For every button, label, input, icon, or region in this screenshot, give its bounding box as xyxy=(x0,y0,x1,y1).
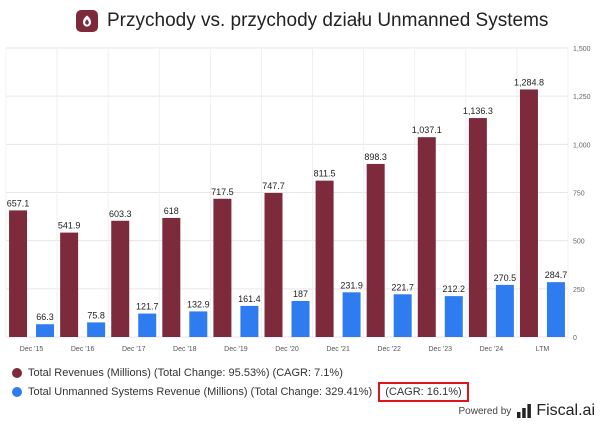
y-tick-label: 0 xyxy=(573,335,577,342)
y-tick-label: 500 xyxy=(573,239,585,246)
footer: Powered by Fiscal.ai xyxy=(459,402,596,420)
unmanned-revenue-data-label: 66.3 xyxy=(36,312,54,322)
x-tick-label: LTM xyxy=(536,346,550,353)
x-tick-label: Dec '21 xyxy=(326,346,350,353)
unmanned-revenue-bar xyxy=(393,294,412,337)
total-revenue-bar xyxy=(468,118,487,337)
x-tick-label: Dec '19 xyxy=(224,346,248,353)
x-tick-label: Dec '22 xyxy=(377,346,401,353)
company-logo-icon xyxy=(76,10,98,32)
brand-name[interactable]: Fiscal.ai xyxy=(536,402,595,419)
y-tick-label: 250 xyxy=(573,287,585,294)
unmanned-revenue-bar xyxy=(495,284,514,337)
chart-title: Przychody vs. przychody działu Unmanned … xyxy=(107,10,549,31)
y-tick-label: 1,500 xyxy=(573,46,591,53)
total-revenue-bar xyxy=(162,217,181,337)
x-tick-label: Dec '24 xyxy=(480,346,504,353)
total-revenue-data-label: 657.1 xyxy=(7,198,30,208)
unmanned-revenue-bar xyxy=(36,324,55,337)
x-tick-label: Dec '16 xyxy=(71,346,95,353)
total-revenue-bar xyxy=(264,192,283,337)
unmanned-revenue-bar xyxy=(291,300,310,337)
x-tick-label: Dec '20 xyxy=(275,346,299,353)
legend: Total Revenues (Millions) (Total Change:… xyxy=(12,363,469,402)
total-revenue-bar xyxy=(315,180,334,337)
unmanned-revenue-bar xyxy=(240,305,259,337)
total-revenue-bar xyxy=(111,220,130,337)
x-tick-label: Dec '23 xyxy=(429,346,453,353)
total-revenue-data-label: 747.7 xyxy=(262,181,285,191)
total-revenue-data-label: 1,037.1 xyxy=(412,125,442,135)
unmanned-revenue-bar xyxy=(444,296,463,337)
total-revenue-data-label: 811.5 xyxy=(314,169,336,179)
total-revenue-bar xyxy=(60,232,79,337)
total-revenue-data-label: 603.3 xyxy=(109,209,132,219)
legend-item-unmanned-revenue[interactable]: Total Unmanned Systems Revenue (Millions… xyxy=(12,381,469,402)
unmanned-revenue-data-label: 212.2 xyxy=(443,284,466,294)
total-revenue-data-label: 898.3 xyxy=(364,152,387,162)
legend-unmanned-marker-icon xyxy=(12,386,22,397)
total-revenue-data-label: 541.9 xyxy=(58,221,81,231)
unmanned-revenue-data-label: 270.5 xyxy=(494,273,517,283)
title-row: Przychody vs. przychody działu Unmanned … xyxy=(76,6,548,36)
total-revenue-data-label: 618 xyxy=(164,206,179,216)
unmanned-revenue-data-label: 75.8 xyxy=(87,310,105,320)
total-revenue-bar xyxy=(366,163,385,337)
unmanned-revenue-bar xyxy=(138,313,157,337)
x-tick-label: Dec '15 xyxy=(20,346,44,353)
unmanned-revenue-bar xyxy=(189,311,208,337)
unmanned-revenue-data-label: 221.7 xyxy=(391,282,414,292)
unmanned-revenue-data-label: 187 xyxy=(293,289,308,299)
y-tick-label: 1,000 xyxy=(573,142,591,149)
x-tick-label: Dec '18 xyxy=(173,346,197,353)
y-tick-label: 750 xyxy=(573,191,585,198)
legend-item-total-revenues[interactable]: Total Revenues (Millions) (Total Change:… xyxy=(12,363,469,382)
legend-total-label: Total Revenues (Millions) (Total Change:… xyxy=(28,366,343,379)
x-tick-label: Dec '17 xyxy=(122,346,146,353)
unmanned-revenue-bar xyxy=(342,292,361,337)
total-revenue-data-label: 1,136.3 xyxy=(463,106,493,116)
total-revenue-bar xyxy=(519,89,538,337)
fiscal-logo-icon xyxy=(517,404,532,418)
y-tick-label: 1,250 xyxy=(573,94,591,101)
total-revenue-data-label: 717.5 xyxy=(211,187,234,197)
unmanned-revenue-data-label: 231.9 xyxy=(340,280,363,290)
unmanned-revenue-bar xyxy=(87,322,106,337)
total-revenue-bar xyxy=(213,198,232,337)
highlighted-cagr-box: (CAGR: 16.1%) xyxy=(378,381,469,402)
legend-total-marker-icon xyxy=(12,367,22,378)
total-revenue-bar xyxy=(9,210,28,337)
total-revenue-data-label: 1,284.8 xyxy=(514,77,544,87)
bar-chart: 0 250 500 750 1,000 1,250 1,500 657.1 66.3 Dec '1… xyxy=(5,46,591,353)
unmanned-revenue-data-label: 121.7 xyxy=(136,302,159,312)
unmanned-revenue-data-label: 132.9 xyxy=(187,299,210,309)
powered-by-text: Powered by xyxy=(458,405,512,417)
unmanned-revenue-data-label: 161.4 xyxy=(238,294,261,304)
legend-unmanned-label: Total Unmanned Systems Revenue (Millions… xyxy=(28,385,373,398)
unmanned-revenue-bar xyxy=(546,282,565,337)
unmanned-revenue-data-label: 284.7 xyxy=(545,270,568,280)
total-revenue-bar xyxy=(417,137,436,337)
